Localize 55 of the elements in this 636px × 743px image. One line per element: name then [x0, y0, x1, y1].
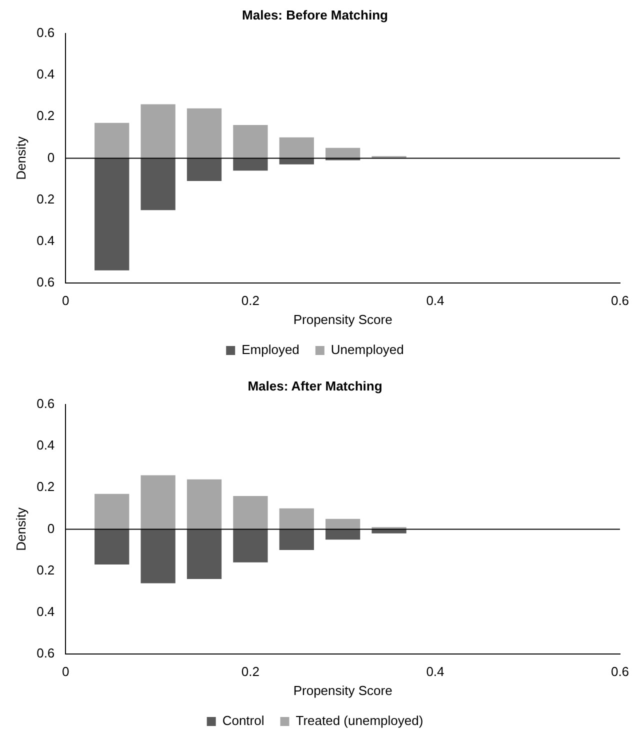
- bar: [186, 529, 222, 580]
- chart-title: Males: After Matching: [248, 378, 382, 394]
- bar: [279, 158, 314, 164]
- y-tick-label: 0.6: [36, 274, 55, 290]
- bar: [279, 137, 314, 158]
- x-tick-label: 0.4: [426, 664, 444, 680]
- bar: [233, 158, 268, 171]
- y-tick-label: 0.2: [36, 191, 55, 206]
- legend-label: Unemployed: [330, 342, 404, 358]
- y-tick-label: 0.4: [36, 438, 55, 453]
- x-tick-label: 0.6: [610, 664, 630, 680]
- bar: [140, 104, 176, 158]
- bar: [326, 148, 360, 158]
- y-axis-title: Density: [13, 507, 28, 551]
- x-tick-label: 0.2: [241, 293, 260, 308]
- legend-label: Employed: [242, 342, 300, 358]
- y-tick-label: 0.4: [36, 604, 55, 619]
- bar: [186, 158, 222, 182]
- x-tick-label: 0.6: [610, 293, 630, 308]
- bar: [140, 475, 176, 530]
- bar: [94, 158, 130, 270]
- x-tick-label: 0.2: [241, 664, 260, 680]
- y-tick-label: 0.6: [36, 25, 55, 40]
- bar: [326, 518, 360, 530]
- bar: [186, 108, 222, 158]
- x-tick-label: 0.4: [426, 293, 444, 308]
- y-tick-label: 0.4: [36, 66, 55, 82]
- bar: [279, 529, 314, 550]
- bar: [94, 494, 130, 530]
- chart-title: Males: Before Matching: [242, 7, 388, 22]
- y-tick-label: 0.6: [36, 396, 55, 412]
- x-axis-title: Propensity Score: [293, 312, 392, 327]
- bar: [140, 158, 176, 210]
- y-tick-label: 0.2: [36, 562, 55, 578]
- y-tick-label: 0: [47, 520, 55, 536]
- bar: [186, 479, 222, 530]
- y-tick-label: 0.2: [36, 108, 55, 124]
- x-axis-title: Propensity Score: [293, 682, 392, 698]
- y-tick-label: 0.6: [36, 645, 55, 660]
- y-tick-label: 0.4: [36, 232, 55, 248]
- bar: [233, 496, 268, 530]
- bar: [94, 529, 130, 565]
- bar: [279, 508, 314, 530]
- y-tick-label: 0.2: [36, 479, 55, 494]
- legend-label: Control: [222, 713, 264, 728]
- bar: [326, 529, 360, 540]
- y-axis-title: Density: [13, 136, 28, 180]
- bar: [94, 122, 130, 158]
- bar: [233, 529, 268, 562]
- x-tick-label: 0: [62, 664, 70, 680]
- bar: [140, 529, 176, 584]
- y-tick-label: 0: [47, 150, 55, 165]
- bar: [233, 124, 268, 158]
- legend-label: Treated (unemployed): [296, 713, 424, 728]
- x-tick-label: 0: [62, 293, 70, 308]
